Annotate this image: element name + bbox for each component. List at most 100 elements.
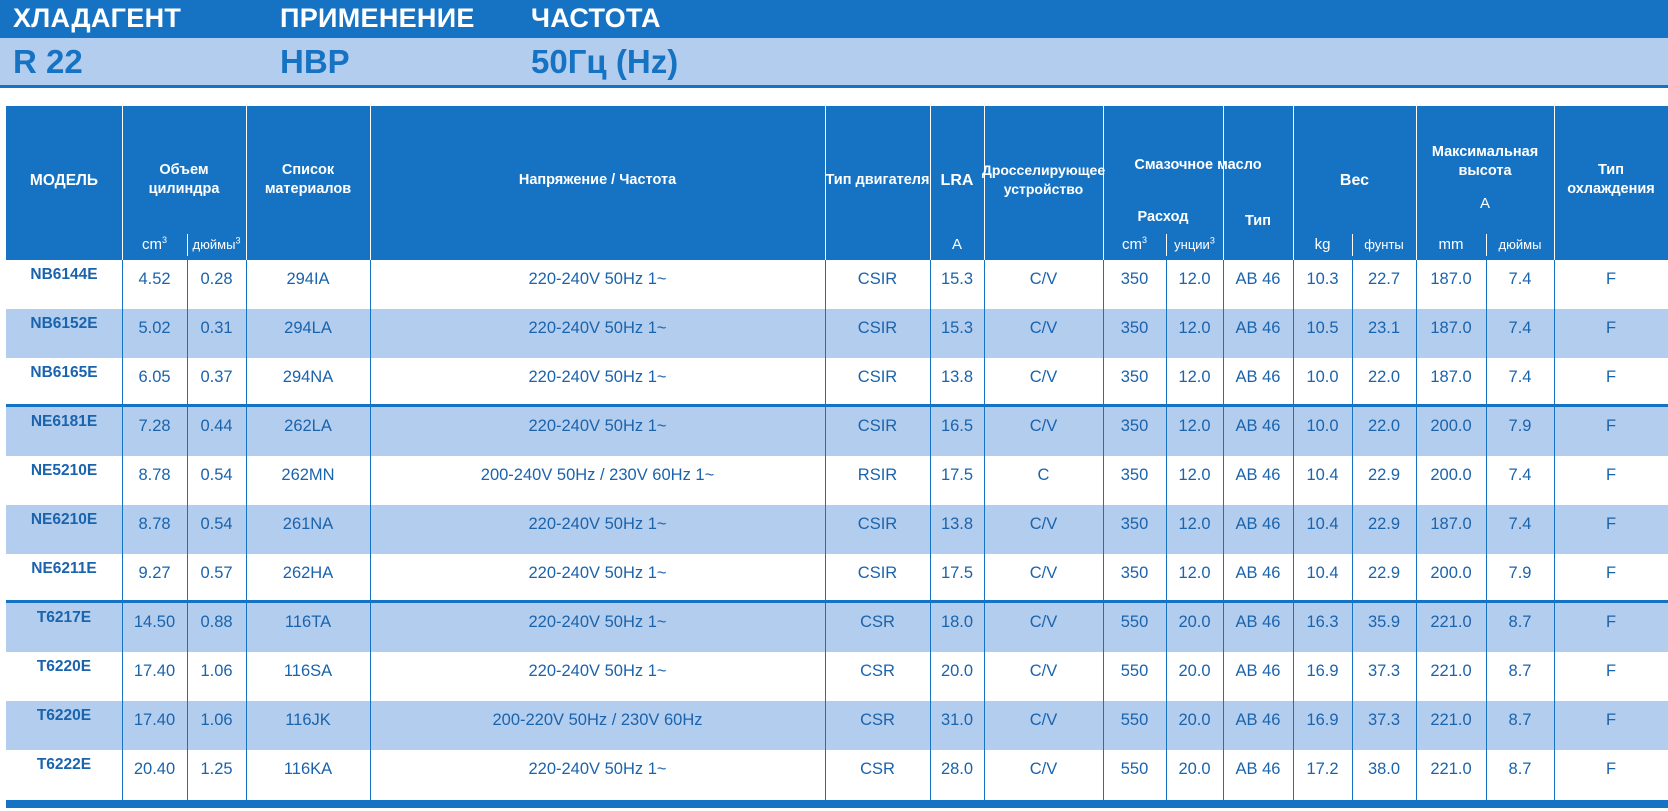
cell-cm3: 4.52 xyxy=(138,270,171,288)
cell-exp: C/V xyxy=(1029,515,1058,533)
cell-model: NE6210E xyxy=(30,511,98,528)
cell-in3: 1.06 xyxy=(200,711,233,729)
cell-inch: 7.9 xyxy=(1508,417,1532,435)
cell-exp: C/V xyxy=(1029,270,1058,288)
body-divider xyxy=(1416,260,1417,800)
cell-in3: 0.54 xyxy=(200,515,233,533)
cell-oil-oz: 12.0 xyxy=(1178,319,1211,337)
cell-mm: 187.0 xyxy=(1430,515,1472,533)
header-divider xyxy=(1293,106,1294,260)
cell-exp: C/V xyxy=(1029,711,1058,729)
col-max-height-header: Максимальная высота xyxy=(1431,144,1539,179)
cell-kg: 10.4 xyxy=(1306,466,1339,484)
cell-motor: CSR xyxy=(860,760,895,778)
cell-lb: 22.0 xyxy=(1367,417,1401,435)
cell-lb: 22.9 xyxy=(1367,466,1401,484)
unit-oil-oz: унции3 xyxy=(1174,235,1215,252)
unit-height-inch: дюймы xyxy=(1498,237,1542,252)
cell-bom: 294IA xyxy=(286,270,330,288)
cell-model: NB6144E xyxy=(30,266,98,283)
cell-lb: 22.0 xyxy=(1367,368,1401,386)
cell-oil-cm3: 350 xyxy=(1120,270,1149,288)
col-motor-header: Тип двигателя xyxy=(825,171,930,188)
cell-oil-type: AB 46 xyxy=(1235,417,1281,435)
col-max-height-unit: A xyxy=(1479,194,1490,212)
table-row: T6220E 17.40 1.06 116SA 220-240V 50Hz 1~ CSR 2… xyxy=(6,652,1668,701)
header-value-bar: R 22 HBP 50Гц (Hz) xyxy=(0,38,1668,88)
cell-voltage: 220-240V 50Hz 1~ xyxy=(528,515,667,533)
unit-lra-amp: A xyxy=(951,236,962,253)
cell-cm3: 9.27 xyxy=(138,564,171,582)
cell-cool: F xyxy=(1605,319,1617,337)
cell-inch: 7.4 xyxy=(1508,368,1532,386)
table-row: T6217E 14.50 0.88 116TA 220-240V 50Hz 1~ CSR 1… xyxy=(6,600,1668,652)
cell-oil-type: AB 46 xyxy=(1235,319,1281,337)
cell-exp: C/V xyxy=(1029,319,1058,337)
cell-lra: 15.3 xyxy=(940,319,974,337)
cell-mm: 200.0 xyxy=(1430,564,1472,582)
frequency-value: 50Гц (Hz) xyxy=(531,43,679,80)
cell-exp: C/V xyxy=(1029,613,1058,631)
unit-inch3: дюймы3 xyxy=(192,235,241,252)
cell-lb: 23.1 xyxy=(1367,319,1401,337)
cell-oil-oz: 20.0 xyxy=(1178,662,1211,680)
cell-bom: 116JK xyxy=(285,711,331,729)
header-divider xyxy=(1554,106,1555,260)
cell-model: T6217E xyxy=(36,609,92,626)
body-divider xyxy=(1293,260,1294,800)
cell-motor: RSIR xyxy=(857,466,898,484)
unit-divider xyxy=(187,234,188,256)
col-oil-charge-header: Расход xyxy=(1137,208,1189,225)
body-divider xyxy=(246,260,247,800)
cell-exp: C/V xyxy=(1029,368,1058,386)
cell-oil-cm3: 550 xyxy=(1120,662,1149,680)
cell-oil-oz: 12.0 xyxy=(1178,417,1211,435)
cell-voltage: 220-240V 50Hz 1~ xyxy=(528,662,667,680)
cell-oil-type: AB 46 xyxy=(1235,613,1281,631)
cell-voltage: 200-220V 50Hz / 230V 60Hz xyxy=(492,711,703,729)
cell-lb: 22.9 xyxy=(1367,564,1401,582)
table-row: NB6152E 5.02 0.31 294LA 220-240V 50Hz 1~ CSIR… xyxy=(6,309,1668,358)
cell-in3: 0.28 xyxy=(200,270,233,288)
header-divider xyxy=(984,106,985,260)
cell-mm: 221.0 xyxy=(1430,662,1472,680)
cell-mm: 187.0 xyxy=(1430,368,1472,386)
cell-motor: CSR xyxy=(860,613,895,631)
cell-bom: 294LA xyxy=(284,319,332,337)
cell-cm3: 8.78 xyxy=(138,515,171,533)
cell-kg: 10.5 xyxy=(1306,319,1339,337)
cell-cm3: 17.40 xyxy=(133,711,176,729)
cell-voltage: 220-240V 50Hz 1~ xyxy=(528,613,667,631)
cell-model: NE6211E xyxy=(31,560,97,577)
cell-oil-type: AB 46 xyxy=(1235,368,1281,386)
cell-kg: 10.4 xyxy=(1306,515,1339,533)
cell-mm: 200.0 xyxy=(1430,466,1472,484)
cell-oil-cm3: 350 xyxy=(1120,515,1149,533)
cell-lra: 13.8 xyxy=(940,368,974,386)
cell-oil-oz: 20.0 xyxy=(1178,760,1211,778)
unit-lb: фунты xyxy=(1364,237,1404,252)
cell-motor: CSIR xyxy=(857,417,898,435)
cell-oil-type: AB 46 xyxy=(1235,760,1281,778)
cell-cm3: 20.40 xyxy=(133,760,176,778)
cell-cm3: 14.50 xyxy=(133,613,176,631)
cell-cool: F xyxy=(1605,662,1617,680)
cell-in3: 0.31 xyxy=(200,319,233,337)
body-divider xyxy=(984,260,985,800)
cell-oil-type: AB 46 xyxy=(1235,711,1281,729)
cell-bom: 261NA xyxy=(282,515,334,533)
col-lra-header: LRA xyxy=(940,171,974,189)
cell-bom: 262HA xyxy=(282,564,334,582)
cell-motor: CSIR xyxy=(857,368,898,386)
cell-cool: F xyxy=(1605,466,1617,484)
cell-voltage: 220-240V 50Hz 1~ xyxy=(528,564,667,582)
cell-mm: 221.0 xyxy=(1430,760,1472,778)
cell-model: T6220E xyxy=(36,707,92,724)
cell-inch: 8.7 xyxy=(1508,711,1532,729)
cell-inch: 8.7 xyxy=(1508,613,1532,631)
cell-exp: C/V xyxy=(1029,417,1058,435)
cell-in3: 0.44 xyxy=(200,417,233,435)
col-expansion-header: Дросселирующее устройство xyxy=(981,162,1106,197)
cell-lb: 38.0 xyxy=(1367,760,1401,778)
cell-exp: C/V xyxy=(1029,760,1058,778)
